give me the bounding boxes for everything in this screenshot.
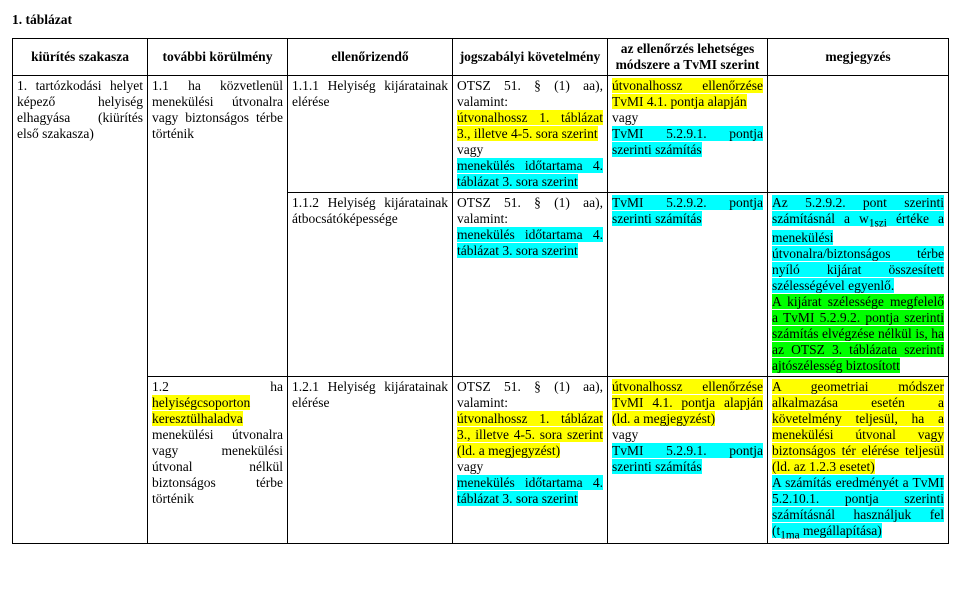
cell-req-121: OTSZ 51. § (1) aa), valamint: útvonalhos… <box>453 376 608 544</box>
text: megállapítása) <box>800 523 882 538</box>
cell-circumstance-1: 1.1 ha közvetlenül menekülési útvonalra … <box>148 76 288 377</box>
header-row: kiürítés szakasza további körülmény elle… <box>13 39 949 76</box>
cell-method-112: TvMI 5.2.9.2. pontja szerinti számítás <box>608 193 768 377</box>
text-hl: útvonalhossz ellenőrzése TvMI 4.1. pontj… <box>612 78 763 109</box>
text-hl: Az 5.2.9.2. pont szerinti számításnál a … <box>772 195 944 293</box>
text-hl: A kijárat szélessége megfelelő a TvMI 5.… <box>772 294 944 373</box>
text: vagy <box>457 459 483 474</box>
subscript: 1ma <box>780 529 799 541</box>
text-hl: A geometriai módszer alkalmazása esetén … <box>772 379 944 474</box>
cell-note-111 <box>768 76 949 193</box>
header-c5: az ellenőrzés lehetséges módszere a TvMI… <box>608 39 768 76</box>
text: 1.2.3 esetet <box>809 459 870 474</box>
header-c4: jogszabályi követelmény <box>453 39 608 76</box>
table-title: 1. táblázat <box>12 12 948 28</box>
text: vagy <box>612 110 638 125</box>
main-table: kiürítés szakasza további körülmény elle… <box>12 38 949 544</box>
text: vagy <box>457 142 483 157</box>
table-row: 1. tartózkodási helyet képező helyiség e… <box>13 76 949 193</box>
text-hl: TvMI 5.2.9.2. pontja szerinti számítás <box>612 195 763 226</box>
text-hl: menekülés időtartama 4. táblázat 3. sora… <box>457 158 603 189</box>
cell-note-112: Az 5.2.9.2. pont szerinti számításnál a … <box>768 193 949 377</box>
cell-stage: 1. tartózkodási helyet képező helyiség e… <box>13 76 148 544</box>
text: OTSZ 51. § (1) aa), valamint: <box>457 195 603 226</box>
header-c3: ellenőrizendő <box>288 39 453 76</box>
subscript: 1szi <box>869 218 887 230</box>
text: OTSZ 51. § (1) aa), valamint: <box>457 379 603 410</box>
text: ) <box>870 459 875 474</box>
text: OTSZ 51. § (1) aa), valamint: <box>457 78 603 109</box>
cell-circumstance-2: 1.2 ha helyiségcsoporton keresztülhaladv… <box>148 376 288 544</box>
cell-method-111: útvonalhossz ellenőrzése TvMI 4.1. pontj… <box>608 76 768 193</box>
table-row: 1.2 ha helyiségcsoporton keresztülhaladv… <box>13 376 949 544</box>
header-c1: kiürítés szakasza <box>13 39 148 76</box>
text-hl: helyiségcsoporton keresztülhaladva <box>152 395 250 426</box>
text-hl: menekülés időtartama 4. táblázat 3. sora… <box>457 475 603 506</box>
cell-req-111: OTSZ 51. § (1) aa), valamint: útvonalhos… <box>453 76 608 193</box>
cell-check-112: 1.1.2 Helyiség kijáratainak átbocsátókép… <box>288 193 453 377</box>
text: vagy <box>612 427 638 442</box>
cell-check-121: 1.2.1 Helyiség kijáratainak elérése <box>288 376 453 544</box>
header-c2: további körülmény <box>148 39 288 76</box>
text: 1.2 ha <box>152 379 283 394</box>
text-hl: TvMI 5.2.9.1. pontja szerinti számítás <box>612 126 763 157</box>
text-hl: útvonalhossz 1. táblázat 3., illetve 4-5… <box>457 110 603 141</box>
header-c6: megjegyzés <box>768 39 949 76</box>
text-hl: útvonalhossz 1. táblázat 3., illetve 4-5… <box>457 411 603 458</box>
cell-req-112: OTSZ 51. § (1) aa), valamint: menekülés … <box>453 193 608 377</box>
text-hl: TvMI 5.2.9.1. pontja szerinti számítás <box>612 443 763 474</box>
cell-method-121: útvonalhossz ellenőrzése TvMI 4.1. pontj… <box>608 376 768 544</box>
cell-check-111: 1.1.1 Helyiség kijáratainak elérése <box>288 76 453 193</box>
text: menekülési útvonalra vagy menekülési útv… <box>152 427 283 506</box>
text-hl: menekülés időtartama 4. táblázat 3. sora… <box>457 227 603 258</box>
text-hl: A számítás eredményét a TvMI 5.2.10.1. p… <box>772 475 944 538</box>
text-hl: útvonalhossz ellenőrzése TvMI 4.1. pontj… <box>612 379 763 426</box>
cell-note-121: A geometriai módszer alkalmazása esetén … <box>768 376 949 544</box>
